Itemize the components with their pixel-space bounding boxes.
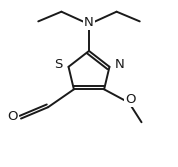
Text: O: O bbox=[125, 93, 136, 106]
Text: S: S bbox=[54, 58, 62, 71]
Text: N: N bbox=[84, 16, 94, 29]
Text: N: N bbox=[114, 58, 124, 71]
Text: O: O bbox=[8, 110, 18, 123]
